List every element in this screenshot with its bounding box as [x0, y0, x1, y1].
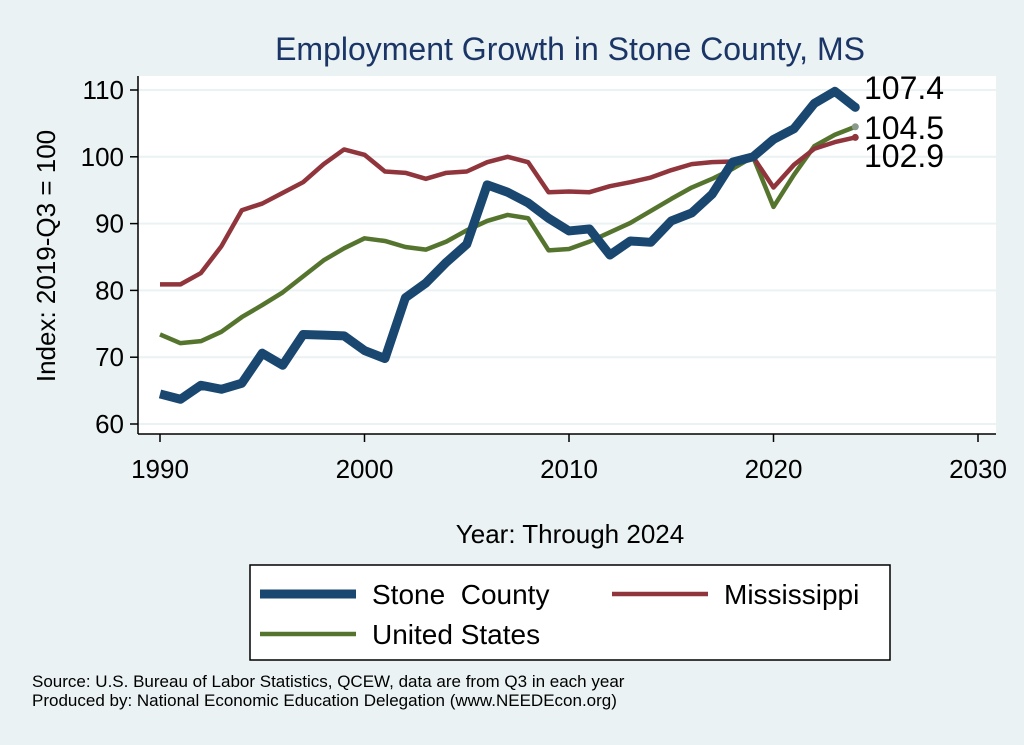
x-tick-label: 1990	[131, 454, 189, 484]
source-notes: Source: U.S. Bureau of Labor Statistics,…	[32, 672, 624, 710]
series-endpoint	[851, 123, 859, 131]
series-line-stone-county	[158, 86, 859, 404]
x-tick-label: 2010	[540, 454, 598, 484]
legend-box	[249, 564, 891, 661]
end-value-label: 102.9	[864, 138, 944, 174]
y-tick-label: 70	[95, 342, 124, 372]
y-tick-label: 110	[83, 75, 124, 105]
series-lines	[158, 86, 860, 404]
end-value-label: 104.5	[864, 110, 944, 146]
legend-label: United States	[372, 619, 540, 650]
end-value-label: 107.4	[864, 70, 944, 106]
axes: 60 70 80 90 100 110 1990 2000 2010 2020 2030	[81, 75, 1007, 484]
x-tick-label: 2030	[949, 454, 1007, 484]
gridlines	[138, 89, 996, 425]
source-line: Source: U.S. Bureau of Labor Statistics,…	[32, 672, 625, 691]
employment-growth-chart: Employment Growth in Stone County, MS 60…	[31, 31, 1007, 661]
producer-line: Produced by: National Economic Education…	[32, 691, 617, 710]
y-tick-label: 90	[95, 209, 124, 239]
series-endpoint	[850, 102, 860, 112]
y-tick-label: 60	[95, 409, 124, 439]
legend-label: Stone County	[372, 579, 549, 610]
x-tick-label: 2020	[745, 454, 803, 484]
legend-label: Mississippi	[724, 579, 859, 610]
y-tick-label: 100	[81, 142, 124, 172]
x-tick-label: 2000	[336, 454, 394, 484]
y-tick-label: 80	[95, 275, 124, 305]
series-endpoint	[851, 133, 859, 141]
legend: Stone County Mississippi United States	[260, 579, 859, 650]
y-axis-label: Index: 2019-Q3 = 100	[31, 130, 61, 382]
chart-title: Employment Growth in Stone County, MS	[275, 31, 865, 67]
x-axis-label: Year: Through 2024	[456, 519, 684, 549]
